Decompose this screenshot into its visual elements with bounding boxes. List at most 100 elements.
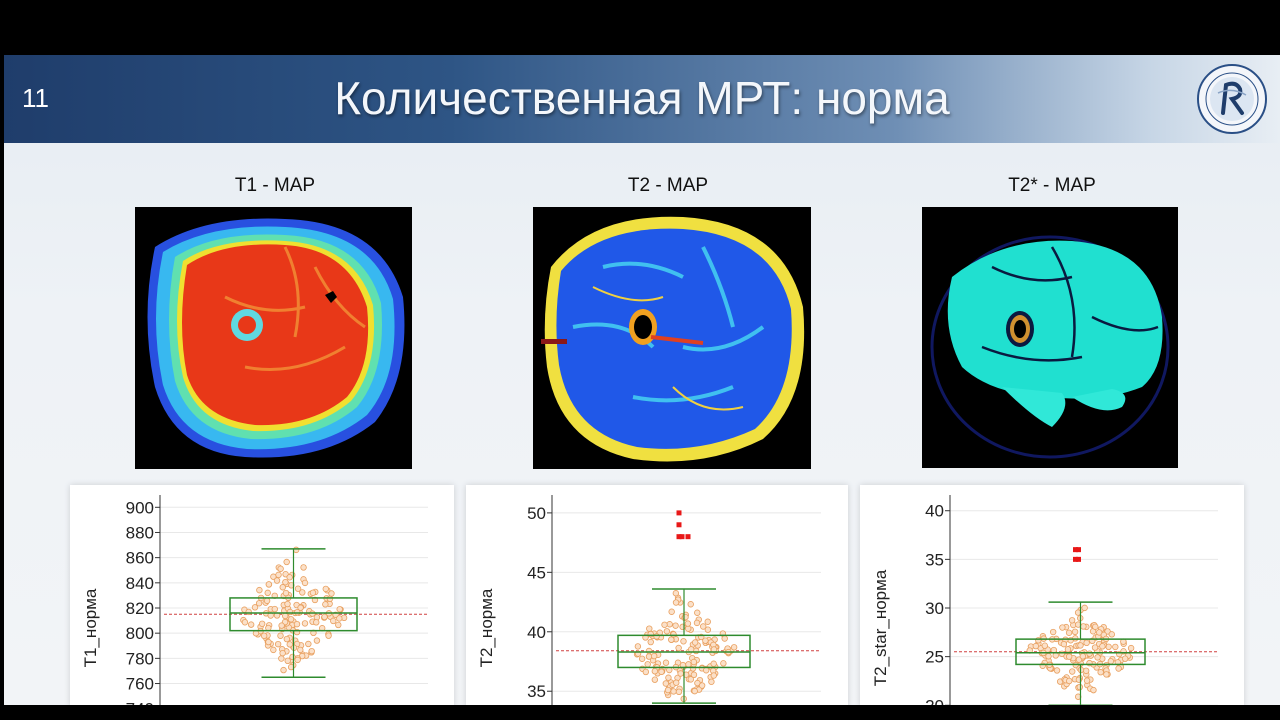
slide-number: 11 (22, 83, 49, 113)
t2star-map-label: T2* - MAP (1008, 175, 1096, 196)
data-point (685, 661, 692, 668)
data-point (638, 655, 646, 662)
y-tick-label: 900 (126, 498, 154, 517)
y-tick-label: 740 (126, 700, 154, 705)
data-point (1083, 639, 1090, 647)
data-point (271, 605, 278, 613)
data-point (325, 632, 332, 639)
data-point (1091, 644, 1099, 651)
data-point (650, 652, 658, 660)
y-tick-label: 35 (527, 682, 546, 701)
data-point (1032, 642, 1040, 650)
outlier-point (679, 534, 685, 540)
data-point (720, 660, 727, 667)
data-point (668, 608, 675, 615)
data-point (1068, 617, 1076, 624)
data-point (1092, 623, 1099, 630)
data-point (684, 620, 692, 627)
data-point (265, 638, 272, 646)
y-tick-label: 760 (126, 675, 154, 694)
data-point (278, 622, 285, 629)
y-tick-label: 25 (925, 648, 944, 667)
data-point (292, 546, 300, 554)
data-point (642, 668, 650, 676)
data-point (247, 621, 255, 628)
data-point (1097, 669, 1104, 676)
data-point (661, 621, 668, 628)
data-point (313, 637, 321, 644)
y-tick-label: 35 (925, 550, 944, 569)
data-point (647, 638, 654, 646)
data-point (1045, 653, 1052, 660)
data-point (691, 639, 699, 646)
y-axis-label: T2_star_норма (871, 569, 890, 686)
y-tick-label: 40 (925, 502, 944, 521)
data-point (288, 582, 295, 589)
data-point (1080, 623, 1087, 630)
t1-map-label: T1 - MAP (234, 175, 316, 196)
data-point (651, 668, 659, 675)
t2-boxplot: 35 40 45 50 T2_норма (466, 485, 848, 705)
data-point (675, 644, 682, 652)
data-point (322, 601, 329, 608)
data-point (1049, 628, 1057, 636)
data-point (1103, 671, 1110, 678)
outlier-point (685, 534, 691, 540)
data-point (275, 571, 282, 579)
data-point (308, 647, 315, 655)
data-point (277, 632, 284, 639)
title-bar: 11 Количественная МРТ: норма (4, 55, 1280, 143)
data-point (284, 657, 291, 665)
data-point (260, 632, 268, 640)
data-point (698, 682, 706, 689)
y-tick-label: 50 (527, 504, 546, 523)
data-point (301, 579, 309, 587)
data-point (690, 671, 698, 679)
data-point (241, 619, 249, 626)
data-point (666, 621, 673, 628)
data-point (280, 666, 287, 674)
data-point (730, 644, 738, 651)
y-tick-label: 20 (925, 696, 944, 705)
data-point (677, 670, 684, 677)
outlier-point (1073, 547, 1078, 553)
data-point (1081, 604, 1088, 612)
y-tick-label: 820 (126, 599, 154, 618)
slide-title: Количественная МРТ: норма (334, 72, 950, 124)
data-point (281, 612, 289, 620)
data-point (708, 678, 715, 685)
data-point (672, 622, 679, 629)
data-point (1077, 642, 1084, 649)
data-point (662, 680, 670, 687)
data-point (668, 636, 675, 643)
data-point (675, 688, 683, 696)
data-point (1095, 629, 1103, 636)
data-point (1083, 677, 1091, 684)
data-point (321, 613, 328, 621)
data-point (700, 623, 707, 630)
data-point (255, 600, 263, 607)
data-point (1090, 686, 1097, 694)
data-point (687, 601, 694, 608)
t1-boxplot: 740 760 780 800 820 840 860 880 900 T1_норма (70, 485, 454, 705)
institution-logo-icon (1197, 64, 1267, 134)
data-point (1121, 655, 1129, 662)
data-point (1108, 631, 1115, 638)
data-point (264, 589, 271, 597)
data-point (336, 615, 343, 622)
data-point (294, 609, 301, 616)
data-point (672, 590, 680, 597)
y-tick-label: 860 (126, 549, 154, 568)
data-point (286, 641, 293, 648)
data-point (680, 638, 687, 645)
data-point (1079, 653, 1087, 660)
outlier-point (676, 534, 682, 540)
data-point (279, 584, 286, 591)
data-point (1086, 650, 1093, 657)
data-point (646, 625, 653, 632)
t2star-map-image (922, 207, 1178, 468)
y-tick-label: 40 (527, 623, 546, 642)
data-point (284, 600, 291, 608)
data-point (1064, 646, 1072, 653)
data-point (1035, 637, 1042, 644)
